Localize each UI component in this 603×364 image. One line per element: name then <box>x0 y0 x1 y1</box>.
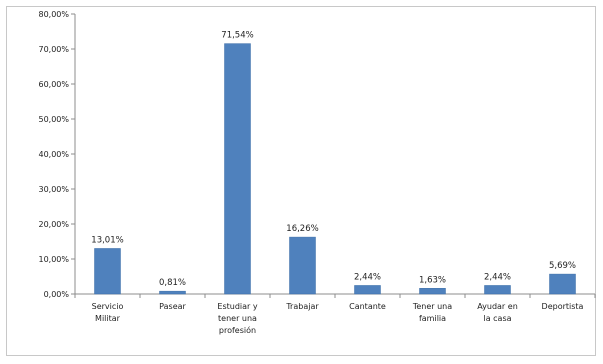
bar <box>419 288 446 295</box>
category-label: Ayudar en la casa <box>477 302 518 323</box>
bar <box>94 248 121 295</box>
y-tick-label: 70,00% <box>38 45 69 54</box>
data-label: 5,69% <box>549 261 576 271</box>
category-label-line: Militar <box>95 314 121 323</box>
bar <box>484 285 511 295</box>
bar <box>354 285 381 295</box>
category-label-line: Servicio <box>92 302 124 311</box>
category-label-line: Deportista <box>542 302 584 311</box>
category-label: Trabajar <box>285 302 319 311</box>
bar <box>224 43 251 295</box>
category-label: Deportista <box>542 302 584 311</box>
data-label: 1,63% <box>419 275 446 285</box>
data-label: 16,26% <box>286 224 318 234</box>
data-labels: 13,01% 0,81% 71,54% 16,26% 2,44% 1,63% 2,44% 5,… <box>91 31 576 289</box>
category-label-line: Pasear <box>159 302 186 311</box>
data-label: 2,44% <box>354 272 381 282</box>
y-tick-label: 40,00% <box>38 150 69 159</box>
bar <box>289 236 316 295</box>
category-label: Pasear <box>159 302 186 311</box>
category-label-line: Cantante <box>349 302 386 311</box>
category-label-line: tener una <box>218 314 257 323</box>
category-label-line: Tener una <box>412 302 452 311</box>
category-label: Tener una familia <box>412 302 452 323</box>
category-label: Cantante <box>349 302 386 311</box>
category-labels: Servicio Militar Pasear Estudiar y tener una… <box>92 302 584 335</box>
y-tick-label: 10,00% <box>38 255 69 264</box>
data-label: 13,01% <box>91 235 123 245</box>
y-tick-label: 30,00% <box>38 185 69 194</box>
category-label-line: Ayudar en <box>477 302 518 311</box>
category-label-line: Estudiar y <box>217 302 257 311</box>
category-label: Servicio Militar <box>92 302 124 323</box>
x-axis <box>74 293 596 298</box>
data-label: 2,44% <box>484 272 511 282</box>
bar <box>159 290 186 295</box>
category-label-line: profesión <box>219 325 256 335</box>
bars <box>94 43 576 295</box>
data-label: 0,81% <box>159 278 186 288</box>
y-axis: 0,00% 10,00% 20,00% 30,00% 40,00% 50,00% 60,00… <box>38 10 76 299</box>
category-label-line: familia <box>419 314 446 323</box>
category-label-line: la casa <box>483 314 511 323</box>
y-tick-label: 50,00% <box>38 115 69 124</box>
category-label: Estudiar y tener una profesión <box>217 302 257 335</box>
y-tick-label: 60,00% <box>38 80 69 89</box>
data-label: 71,54% <box>221 31 253 41</box>
bar-chart: 0,00% 10,00% 20,00% 30,00% 40,00% 50,00% 60,00… <box>38 10 596 335</box>
y-tick-label: 80,00% <box>38 10 69 19</box>
y-tick-label: 20,00% <box>38 220 69 229</box>
y-tick-label: 0,00% <box>44 290 70 299</box>
bar <box>549 273 576 295</box>
chart-frame: 0,00% 10,00% 20,00% 30,00% 40,00% 50,00% 60,00… <box>6 6 596 356</box>
category-label-line: Trabajar <box>285 302 319 311</box>
